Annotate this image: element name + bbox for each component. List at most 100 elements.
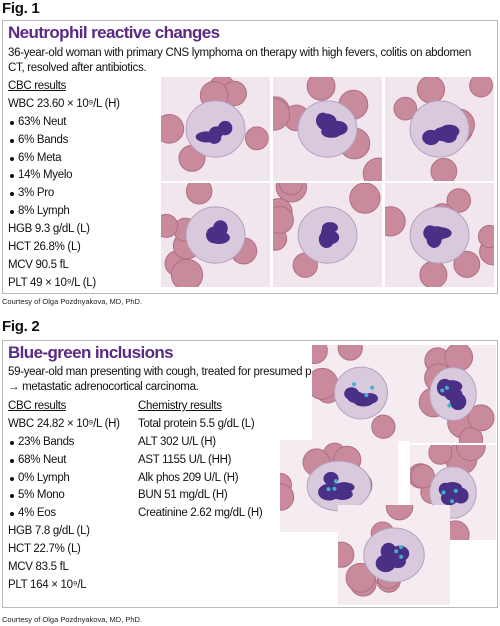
red-cell (161, 114, 185, 144)
nucleus-lobe (380, 542, 397, 561)
micrograph (410, 345, 496, 443)
figure-title: Blue-green inclusions (8, 343, 174, 362)
nucleus-lobe (389, 555, 406, 569)
nucleus-lobe (323, 471, 339, 486)
micrograph (385, 183, 494, 287)
result-bullet: 14% Myelo (8, 167, 120, 185)
red-cell (349, 183, 381, 214)
nucleus-lobe (425, 226, 447, 241)
results: Chemistry results Total protein 5.5 g/dL … (138, 398, 263, 523)
red-cell (410, 464, 435, 489)
red-cell (458, 427, 484, 443)
inclusion (364, 393, 369, 398)
result-line: Creatinine 2.62 mg/dL (H) (138, 507, 263, 520)
red-cell (385, 505, 414, 521)
result-line: PLT 164 × 10⁹/L (8, 578, 87, 591)
red-cell (477, 224, 494, 249)
micrograph-content (385, 183, 494, 287)
micrograph-content (385, 77, 494, 181)
result-bullet: 5% Mono (8, 487, 120, 505)
inclusion (398, 545, 403, 550)
red-cell (312, 367, 339, 400)
nucleus-lobe (218, 120, 233, 136)
credit: Courtesy of Olga Pozdnyakova, MD, PhD. (2, 297, 143, 306)
credit: Courtesy of Olga Pozdnyakova, MD, PhD. (2, 615, 143, 624)
red-cell (185, 183, 213, 205)
red-cell (453, 250, 481, 278)
result-bullet: 6% Bands (8, 132, 120, 150)
nucleus-lobe (422, 129, 440, 146)
red-cell (345, 562, 376, 593)
red-cell (170, 258, 204, 287)
result-line: MCV 90.5 fL (8, 258, 69, 271)
figure-label: Fig. 2 (2, 318, 40, 335)
nucleus-lobe (449, 393, 467, 411)
result-bullet: 23% Bands (8, 434, 120, 452)
result-bullet: 8% Lymph (8, 203, 120, 221)
red-cell (467, 404, 495, 432)
inclusion (332, 486, 337, 491)
micrograph-content (161, 77, 270, 181)
micrograph (338, 505, 450, 605)
inclusion (450, 499, 455, 504)
inclusion (399, 554, 404, 559)
result-line: HGB 7.8 g/dL (L) (8, 525, 90, 538)
nucleus-lobe (361, 393, 378, 404)
micrograph (161, 183, 270, 287)
inclusion (370, 385, 375, 390)
result-line: WBC 24.82 × 10⁹/L (H) (8, 417, 120, 430)
result-line: PLT 49 × 10⁹/L (L) (8, 276, 96, 289)
result-bullet: 63% Neut (8, 114, 120, 132)
micrograph-content (273, 77, 382, 181)
red-cell (455, 445, 486, 462)
red-cell (428, 445, 453, 465)
result-bullet: 4% Eos (8, 505, 120, 523)
nucleus-lobe (333, 482, 355, 493)
result-bullet: 6% Meta (8, 150, 120, 168)
inclusion (333, 479, 338, 484)
red-cell (273, 206, 294, 234)
inclusion (394, 549, 399, 554)
red-cell (312, 345, 328, 364)
red-cell (419, 260, 448, 287)
red-cell (338, 541, 355, 568)
figure-label: Fig. 1 (2, 0, 40, 17)
results: CBC results WBC 24.82 × 10⁹/L (H) 23% Band… (8, 398, 120, 595)
result-line: HGB 9.3 g/dL (L) (8, 223, 90, 236)
red-cell (161, 213, 179, 238)
micrograph-content (161, 183, 270, 287)
red-cell (444, 345, 474, 372)
results: CBC results WBC 23.60 × 10⁹/L (H) 63% Neut… (8, 78, 120, 293)
nucleus-lobe (316, 112, 330, 129)
micrograph-content (273, 183, 382, 287)
nucleus-lobe (441, 380, 463, 393)
result-line: HCT 22.7% (L) (8, 543, 81, 556)
section-heading: CBC results (8, 80, 67, 92)
micrograph (385, 77, 494, 181)
red-cell (430, 157, 458, 181)
figure-title: Neutrophil reactive changes (8, 23, 220, 42)
red-cell (469, 77, 493, 98)
nucleus-lobe (439, 124, 460, 139)
red-cell (393, 96, 418, 121)
red-cell (273, 98, 291, 131)
red-cell (446, 188, 472, 213)
red-cell (280, 483, 295, 511)
red-cell (278, 183, 304, 196)
result-line: WBC 23.60 × 10⁹/L (H) (8, 97, 120, 110)
result-line: Total protein 5.5 g/dL (L) (138, 417, 255, 430)
red-cell (362, 157, 382, 181)
inclusion (453, 488, 458, 493)
result-bullet: 0% Lymph (8, 470, 120, 488)
section-heading: Chemistry results (138, 400, 222, 412)
micrograph-content (312, 345, 410, 441)
micrograph-content (410, 345, 496, 443)
nucleus-lobe (213, 220, 228, 237)
result-line: HCT 26.8% (L) (8, 241, 81, 254)
red-cell (416, 77, 446, 104)
micrograph (161, 77, 270, 181)
result-line: MCV 83.5 fL (8, 561, 69, 574)
result-line: ALT 302 U/L (H) (138, 435, 216, 448)
inclusion (441, 490, 446, 495)
